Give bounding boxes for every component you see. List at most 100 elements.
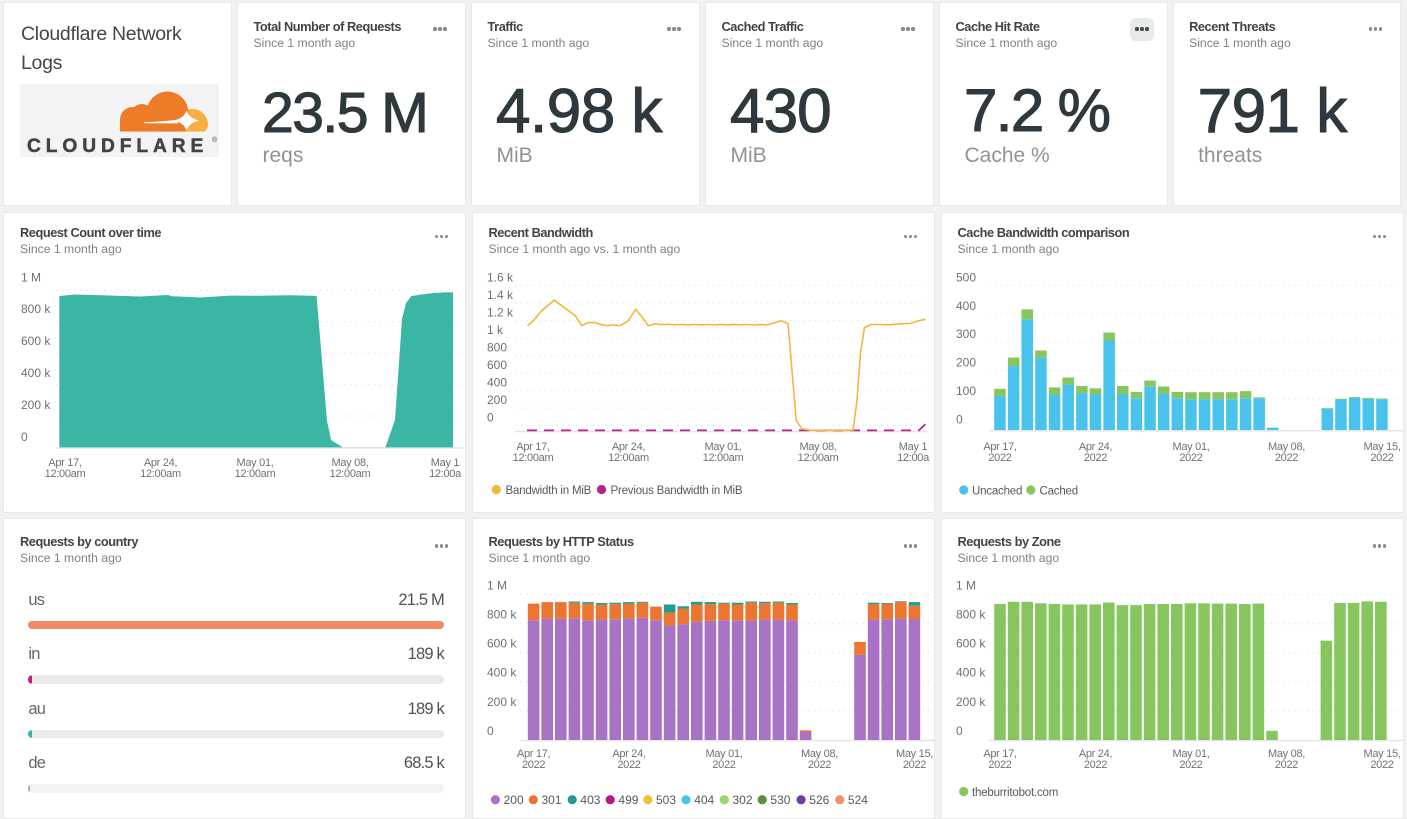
svg-text:2022: 2022 — [903, 759, 926, 771]
svg-text:2022: 2022 — [617, 759, 640, 771]
svg-text:200 k: 200 k — [21, 398, 51, 412]
svg-text:Apr 24,: Apr 24, — [612, 748, 646, 760]
svg-text:12:00am: 12:00am — [330, 468, 371, 480]
svg-text:503: 503 — [656, 793, 676, 807]
svg-text:800 k: 800 k — [956, 608, 986, 622]
svg-text:Previous Bandwidth in MiB: Previous Bandwidth in MiB — [611, 485, 743, 497]
svg-text:Apr 17,: Apr 17, — [983, 441, 1017, 453]
svg-text:May 08,: May 08, — [801, 748, 838, 760]
svg-text:Apr 24,: Apr 24, — [1079, 441, 1113, 453]
svg-text:2022: 2022 — [1370, 759, 1393, 771]
svg-text:May 01,: May 01, — [705, 748, 742, 760]
svg-text:2022: 2022 — [1179, 452, 1202, 464]
svg-text:May 01,: May 01, — [1172, 441, 1209, 453]
svg-text:302: 302 — [733, 793, 753, 807]
svg-text:200: 200 — [956, 356, 976, 370]
svg-text:®: ® — [212, 136, 218, 144]
svg-text:2022: 2022 — [1275, 759, 1298, 771]
svg-text:2022: 2022 — [522, 759, 545, 771]
svg-text:12:00am: 12:00am — [140, 468, 181, 480]
svg-text:1 k: 1 k — [487, 323, 504, 337]
svg-text:May 08,: May 08, — [331, 457, 368, 469]
svg-text:2022: 2022 — [808, 759, 831, 771]
svg-text:Apr 17,: Apr 17, — [516, 441, 550, 453]
svg-text:0: 0 — [956, 412, 963, 426]
svg-text:600 k: 600 k — [956, 637, 986, 651]
svg-text:12:00am: 12:00am — [45, 468, 86, 480]
svg-text:12:00a: 12:00a — [429, 468, 462, 480]
svg-text:600: 600 — [487, 358, 507, 372]
svg-text:1 M: 1 M — [487, 578, 507, 592]
svg-text:Uncached: Uncached — [972, 486, 1022, 498]
svg-text:1 M: 1 M — [956, 578, 976, 592]
svg-text:May 08,: May 08, — [1268, 748, 1305, 760]
svg-text:12:00am: 12:00am — [513, 452, 554, 464]
svg-text:300: 300 — [956, 327, 976, 341]
svg-text:0: 0 — [21, 430, 28, 444]
svg-text:200 k: 200 k — [956, 695, 986, 709]
svg-text:0: 0 — [487, 724, 494, 738]
svg-text:May 15,: May 15, — [1363, 441, 1400, 453]
svg-text:301: 301 — [542, 793, 562, 807]
svg-text:2022: 2022 — [1370, 452, 1393, 464]
svg-text:2022: 2022 — [988, 759, 1011, 771]
svg-text:200: 200 — [504, 793, 524, 807]
svg-text:500: 500 — [956, 270, 976, 284]
svg-text:May 1: May 1 — [431, 457, 460, 469]
svg-text:403: 403 — [580, 793, 600, 807]
svg-text:400 k: 400 k — [487, 666, 517, 680]
svg-text:May 01,: May 01, — [236, 457, 273, 469]
svg-text:0: 0 — [956, 724, 963, 738]
svg-text:400 k: 400 k — [21, 366, 51, 380]
svg-text:800 k: 800 k — [487, 608, 517, 622]
svg-text:Apr 17,: Apr 17, — [48, 457, 82, 469]
svg-text:Apr 17,: Apr 17, — [983, 748, 1017, 760]
svg-text:Apr 24,: Apr 24, — [144, 457, 178, 469]
svg-text:12:00am: 12:00am — [235, 468, 276, 480]
svg-text:May 01,: May 01, — [1172, 748, 1209, 760]
svg-text:404: 404 — [694, 793, 714, 807]
svg-text:2022: 2022 — [1084, 452, 1107, 464]
svg-text:May 15,: May 15, — [1363, 748, 1400, 760]
svg-text:Bandwidth in MiB: Bandwidth in MiB — [506, 485, 592, 497]
svg-text:May 08,: May 08, — [799, 441, 836, 453]
svg-text:2022: 2022 — [712, 759, 735, 771]
svg-text:100: 100 — [956, 384, 976, 398]
svg-text:1 M: 1 M — [21, 270, 41, 284]
svg-text:May 15,: May 15, — [896, 748, 933, 760]
svg-text:200 k: 200 k — [487, 695, 517, 709]
svg-text:Cached: Cached — [1040, 486, 1078, 498]
svg-text:0: 0 — [487, 411, 494, 425]
svg-text:1.4 k: 1.4 k — [487, 288, 514, 302]
svg-text:200: 200 — [487, 393, 507, 407]
svg-text:Apr 24,: Apr 24, — [612, 441, 646, 453]
svg-text:May 08,: May 08, — [1268, 441, 1305, 453]
svg-text:theburritobot.com: theburritobot.com — [972, 787, 1058, 799]
svg-text:530: 530 — [770, 793, 790, 807]
svg-text:May 01,: May 01, — [704, 441, 741, 453]
svg-text:2022: 2022 — [1084, 759, 1107, 771]
svg-text:12:00am: 12:00am — [703, 452, 744, 464]
svg-text:May 1: May 1 — [899, 441, 928, 453]
svg-text:12:00a: 12:00a — [897, 452, 930, 464]
svg-text:2022: 2022 — [988, 452, 1011, 464]
svg-text:800 k: 800 k — [21, 302, 51, 316]
svg-text:1.6 k: 1.6 k — [487, 271, 514, 285]
svg-text:12:00am: 12:00am — [608, 452, 649, 464]
svg-text:524: 524 — [848, 793, 868, 807]
svg-text:2022: 2022 — [1275, 452, 1298, 464]
svg-text:400 k: 400 k — [956, 666, 986, 680]
svg-text:CLOUDFLARE: CLOUDFLARE — [27, 136, 208, 157]
svg-text:Apr 24,: Apr 24, — [1079, 748, 1113, 760]
svg-text:800: 800 — [487, 341, 507, 355]
svg-text:400: 400 — [956, 299, 976, 313]
svg-text:526: 526 — [809, 793, 829, 807]
svg-text:1.2 k: 1.2 k — [487, 306, 514, 320]
svg-text:600 k: 600 k — [21, 334, 51, 348]
svg-text:400: 400 — [487, 376, 507, 390]
svg-text:2022: 2022 — [1179, 759, 1202, 771]
svg-text:600 k: 600 k — [487, 637, 517, 651]
svg-text:499: 499 — [618, 793, 638, 807]
svg-text:12:00am: 12:00am — [798, 452, 839, 464]
svg-text:Apr 17,: Apr 17, — [517, 748, 551, 760]
